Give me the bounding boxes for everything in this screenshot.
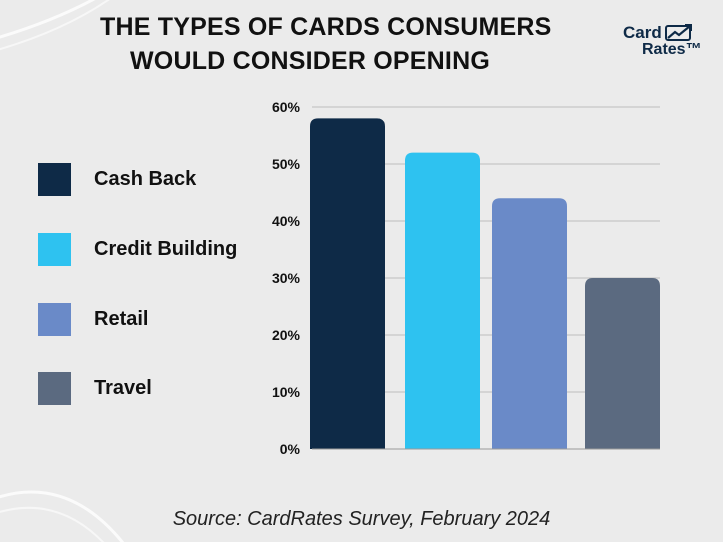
bar-travel bbox=[585, 278, 660, 449]
legend-label: Retail bbox=[94, 307, 149, 330]
y-tick-label: 0% bbox=[280, 441, 301, 457]
chart-title: THE TYPES OF CARDS CONSUMERS WOULD CONSI… bbox=[100, 10, 552, 78]
legend-label: Credit Building bbox=[94, 237, 238, 260]
y-tick-label: 60% bbox=[272, 99, 301, 115]
logo-text-rates: Rates™ bbox=[642, 41, 702, 58]
logo-text-card: Card bbox=[623, 23, 662, 42]
y-tick-label: 30% bbox=[272, 270, 301, 286]
bar-cash-back bbox=[310, 118, 385, 450]
legend-swatch bbox=[38, 371, 71, 405]
cardrates-logo: Card Rates™ bbox=[620, 20, 710, 60]
legend-label: Cash Back bbox=[94, 167, 197, 190]
chart-title-line-1: THE TYPES OF CARDS CONSUMERS bbox=[100, 13, 552, 41]
legend-swatch bbox=[38, 162, 71, 196]
bar-retail bbox=[492, 198, 567, 449]
legend-item: Cash Back bbox=[38, 162, 196, 196]
bar-credit-building bbox=[405, 152, 480, 449]
legend-label: Travel bbox=[94, 376, 152, 399]
legend-item: Travel bbox=[38, 371, 152, 405]
y-tick-label: 50% bbox=[272, 156, 301, 172]
chart-trend-icon bbox=[665, 24, 692, 41]
legend-swatch bbox=[38, 302, 71, 336]
y-tick-label: 10% bbox=[272, 384, 301, 400]
source-note: Source: CardRates Survey, February 2024 bbox=[172, 508, 551, 530]
y-tick-label: 40% bbox=[272, 213, 301, 229]
y-tick-label: 20% bbox=[272, 327, 301, 343]
legend-swatch bbox=[38, 232, 71, 266]
legend-item: Credit Building bbox=[38, 232, 237, 266]
chart-title-line-2: WOULD CONSIDER OPENING bbox=[130, 47, 490, 75]
legend-item: Retail bbox=[38, 302, 148, 336]
